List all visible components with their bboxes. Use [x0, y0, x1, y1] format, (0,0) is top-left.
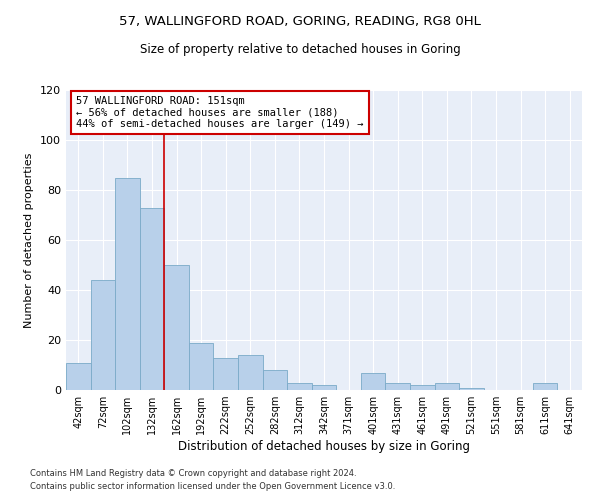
- Bar: [189, 342, 214, 390]
- Bar: [361, 372, 385, 390]
- Bar: [312, 385, 336, 390]
- Text: Size of property relative to detached houses in Goring: Size of property relative to detached ho…: [140, 42, 460, 56]
- Text: Contains HM Land Registry data © Crown copyright and database right 2024.: Contains HM Land Registry data © Crown c…: [30, 468, 356, 477]
- Bar: [263, 370, 287, 390]
- Text: Contains public sector information licensed under the Open Government Licence v3: Contains public sector information licen…: [30, 482, 395, 491]
- Bar: [410, 385, 434, 390]
- Y-axis label: Number of detached properties: Number of detached properties: [25, 152, 34, 328]
- Bar: [115, 178, 140, 390]
- Bar: [66, 362, 91, 390]
- Bar: [238, 355, 263, 390]
- Bar: [459, 388, 484, 390]
- Bar: [140, 208, 164, 390]
- Bar: [91, 280, 115, 390]
- Bar: [287, 382, 312, 390]
- Text: 57 WALLINGFORD ROAD: 151sqm
← 56% of detached houses are smaller (188)
44% of se: 57 WALLINGFORD ROAD: 151sqm ← 56% of det…: [76, 96, 364, 129]
- Bar: [164, 265, 189, 390]
- Bar: [533, 382, 557, 390]
- Bar: [385, 382, 410, 390]
- X-axis label: Distribution of detached houses by size in Goring: Distribution of detached houses by size …: [178, 440, 470, 453]
- Bar: [214, 358, 238, 390]
- Bar: [434, 382, 459, 390]
- Text: 57, WALLINGFORD ROAD, GORING, READING, RG8 0HL: 57, WALLINGFORD ROAD, GORING, READING, R…: [119, 15, 481, 28]
